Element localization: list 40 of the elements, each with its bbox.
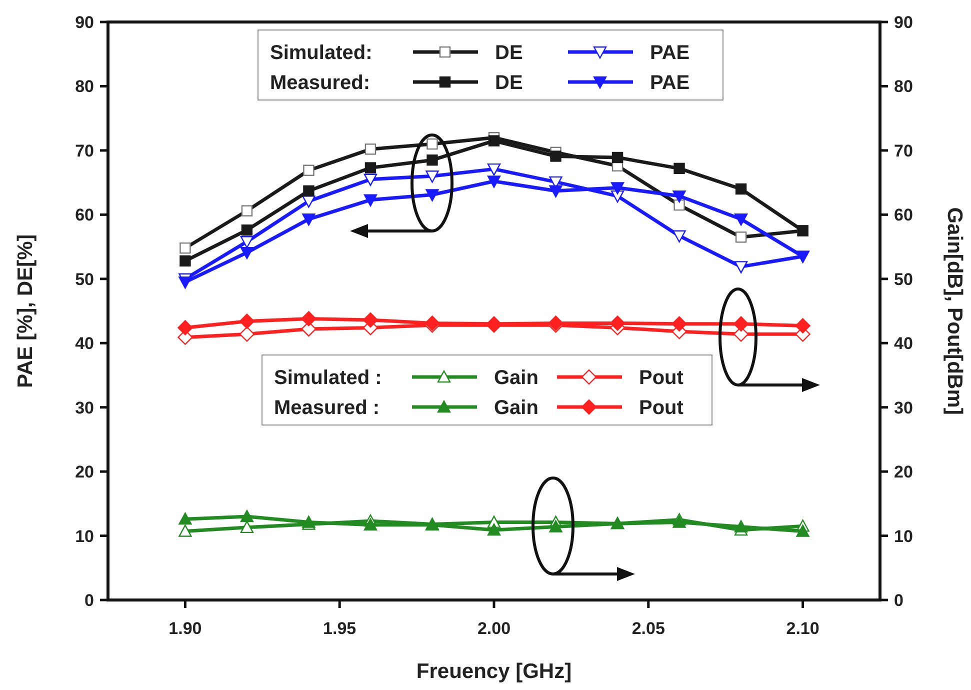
y-tick-label: 40 bbox=[75, 334, 94, 354]
y2-tick-label: 70 bbox=[894, 141, 913, 160]
y-tick-label: 30 bbox=[75, 398, 94, 418]
x-axis-title: Freuency [GHz] bbox=[416, 660, 572, 683]
legend-label: Gain bbox=[494, 367, 538, 389]
legend-label: Pout bbox=[639, 367, 684, 389]
y2-tick-label: 60 bbox=[894, 206, 913, 225]
y2-tick-label: 50 bbox=[894, 270, 913, 289]
y-tick-label: 10 bbox=[75, 526, 94, 546]
x-tick-label: 1.90 bbox=[168, 619, 202, 638]
legend-label: DE bbox=[495, 42, 523, 64]
y2-tick-label: 0 bbox=[894, 591, 904, 610]
y2-tick-label: 10 bbox=[894, 526, 913, 546]
x-tick-label: 2.10 bbox=[786, 619, 820, 638]
y-tick-label: 70 bbox=[75, 141, 94, 160]
y2-tick-label: 80 bbox=[894, 77, 913, 96]
annotation: Measured: bbox=[270, 72, 370, 94]
x-tick-label: 2.05 bbox=[632, 619, 665, 638]
y2-axis-title: Gain[dB], Pout[dBm] bbox=[943, 207, 966, 415]
y-tick-label: 60 bbox=[75, 206, 94, 225]
legend-label: Pout bbox=[639, 397, 684, 419]
y-tick-label: 50 bbox=[75, 270, 94, 289]
annotation: Simulated: bbox=[270, 42, 372, 64]
y-tick-label: 90 bbox=[75, 13, 94, 32]
annotation: Measured : bbox=[274, 397, 380, 419]
y-tick-label: 0 bbox=[84, 591, 94, 610]
x-tick-label: 1.95 bbox=[323, 619, 356, 638]
y2-tick-label: 20 bbox=[894, 462, 913, 482]
legend-label: PAE bbox=[650, 72, 690, 94]
y2-tick-label: 90 bbox=[894, 13, 913, 32]
legend-label: DE bbox=[495, 72, 523, 94]
legend-label: PAE bbox=[650, 42, 690, 64]
y-tick-label: 20 bbox=[75, 462, 94, 482]
y-tick-label: 80 bbox=[75, 77, 94, 96]
y2-tick-label: 30 bbox=[894, 398, 913, 418]
x-tick-label: 2.00 bbox=[477, 619, 511, 638]
legend-label: Gain bbox=[494, 397, 538, 419]
y-axis-title: PAE [%], DE[%] bbox=[14, 234, 37, 388]
y2-tick-label: 40 bbox=[894, 334, 913, 354]
annotation: Simulated : bbox=[274, 367, 382, 389]
